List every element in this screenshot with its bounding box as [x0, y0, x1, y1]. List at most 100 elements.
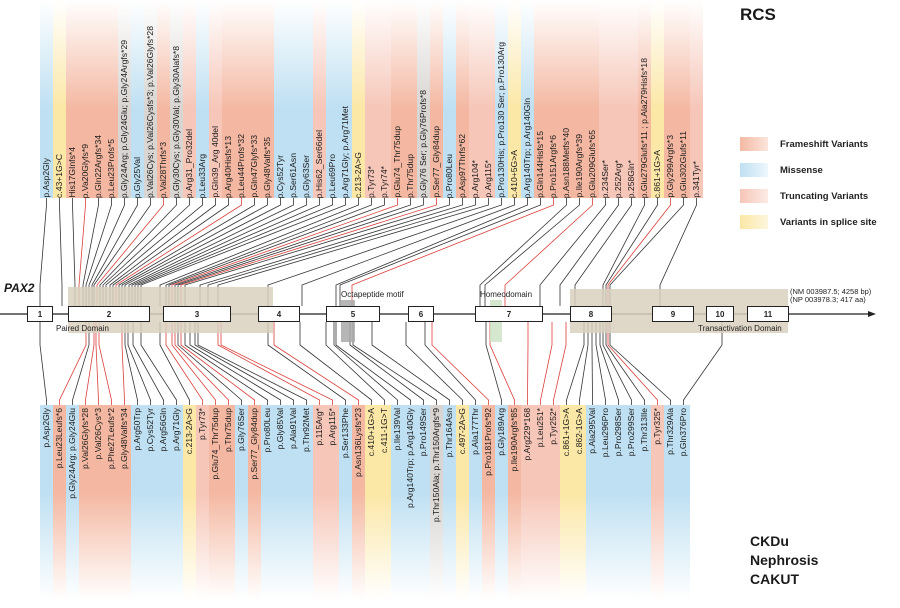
bottom-variant-column: p.Ala177Thr	[469, 405, 482, 600]
rcs-variant-column: p.Pro130His; p.Pro130 Ser; p.Pro130Arg	[495, 0, 508, 198]
exon-2: 2	[68, 306, 150, 322]
rcs-variant-column: p.Leu23Profs*5	[105, 0, 118, 198]
rcs-variant-column: c.861+1G>A	[651, 0, 664, 198]
exon-4: 4	[258, 306, 300, 322]
bottom-variant-column: p.Arg71Gly	[170, 405, 183, 600]
bottom-variant-column: p.Thr75dup	[222, 405, 235, 600]
cohort-ckdu: CKDu	[750, 533, 789, 549]
rcs-variant-column: p.Glu74_Thr75dup	[391, 0, 404, 198]
rcs-variant-column: p.258Gln*	[625, 0, 638, 198]
domain-label: Transactivation Domain	[698, 324, 782, 333]
bottom-variant-column: p.Arg115*	[326, 405, 339, 600]
legend-swatch-missense	[740, 163, 768, 177]
exon-5: 5	[326, 306, 380, 322]
rcs-variant-column: p.Glu209Glufs*65	[586, 0, 599, 198]
rcs-variant-column: c.213-2A>G	[352, 0, 365, 198]
rcs-variant-column: p.Asn188Metfs*40	[560, 0, 573, 198]
rcs-variant-column: p.Val28Thrfs*3	[157, 0, 170, 198]
rcs-variant-column: His17GInfs*4	[66, 0, 79, 198]
domain-label: Octapeptide motif	[341, 290, 404, 299]
bottom-cohort-titles: CKDu Nephrosis CAKUT	[750, 532, 818, 589]
rcs-variant-column: p.Gly30Cys; p.Gly30Val; p.Gly30Alafs*8	[170, 0, 183, 198]
bottom-variant-column: p.Ile139Val	[391, 405, 404, 600]
legend-label: Frameshift Variants	[780, 138, 869, 150]
rcs-variant-column: p.Asp2Gly	[40, 0, 53, 198]
exon-3: 3	[163, 306, 231, 322]
rcs-variant-column: p.252Arg*	[612, 0, 625, 198]
bottom-variant-column: p.115Arg*	[313, 405, 326, 600]
bottom-variant-column: c.410+1G>A	[365, 405, 378, 600]
bottom-variant-column: p.Arg56Gln	[157, 405, 170, 600]
bottom-variant-column: p.Val26Glyfs*28	[79, 405, 92, 600]
rcs-variant-column: p.His62_Ser66del	[313, 0, 326, 198]
rcs-variant-column: p.Gly48Valfs*35	[261, 0, 274, 198]
rcs-variant-column: p.Cys52Tyr	[274, 0, 287, 198]
bottom-variant-column: p.Val26Cys*3	[92, 405, 105, 600]
legend-label: Truncating Variants	[780, 190, 869, 202]
bottom-variant-column: p.Gly48Valfs*34	[118, 405, 131, 600]
legend-swatch-truncating	[740, 189, 768, 203]
bottom-variant-column: p.Phe27Leufs*2	[105, 405, 118, 600]
rcs-variant-column: p.Ile190Argfs*39	[573, 0, 586, 198]
bottom-variant-column: p.Pro181Profs*92	[482, 405, 495, 600]
bottom-variant-column: p.Gly24Arg; p.Gly24Glu	[66, 405, 79, 600]
bottom-variant-column: p.Ser133Phe	[339, 405, 352, 600]
rcs-variant-column: p.Gly24Arg; p.Gly24Glu; p.Gly24Argfs*29	[118, 0, 131, 198]
rcs-variant-column: p.341Tyr*	[690, 0, 703, 198]
bottom-variant-column: p.Thr313Ile	[638, 405, 651, 600]
rcs-variant-column: p.Val26Cys; p.Val26Cysfs*3; p.Val26Glyfs…	[144, 0, 157, 198]
rcs-variant-column: p.Arg104*	[469, 0, 482, 198]
legend-splice: Variants in splice site	[740, 215, 877, 229]
exon-8: 8	[570, 306, 612, 322]
gene-name: PAX2	[4, 281, 35, 295]
rcs-variant-column: p.Gln144Hisfs*15	[534, 0, 547, 198]
rcs-variant-column: p.Pro80Leu	[443, 0, 456, 198]
legend-label: Missense	[780, 164, 823, 176]
bottom-variant-column: p.Glu74_Thr75dup	[209, 405, 222, 600]
domain-label: Paired Domain	[56, 324, 109, 333]
bottom-variant-column: p.Pro149Ser	[417, 405, 430, 600]
bottom-variant-column: p.Ser77_Gly84dup	[248, 405, 261, 600]
rcs-variant-column: p.Thr75dup	[404, 0, 417, 198]
exon-11: 11	[747, 306, 789, 322]
rcs-variant-column: c.410+5G>A	[508, 0, 521, 198]
bottom-variant-column: p.Pro298Ser	[612, 405, 625, 600]
rcs-variant-column: p.Leu44Profs*32	[235, 0, 248, 198]
bottom-variant-column: p.Pro80Leu	[261, 405, 274, 600]
exon-1: 1	[27, 306, 53, 322]
rcs-variant-column: p.Ser77_Gly84dup	[430, 0, 443, 198]
rcs-variant-column: p.Leu69Pro	[326, 0, 339, 198]
bottom-variant-column: p.Tyr73*	[196, 405, 209, 600]
bottom-variant-column: p.Leu296Pro	[599, 405, 612, 600]
rcs-variant-column: p.Pro151Argfs*6	[547, 0, 560, 198]
cohort-cakut: CAKUT	[750, 571, 799, 587]
bottom-variant-column: p.Thr164Asn	[443, 405, 456, 600]
rcs-variant-column: p.Gly25Val	[131, 0, 144, 198]
exon-6: 6	[408, 306, 434, 322]
rcs-variant-column: p.Asp97Thrfs*62	[456, 0, 469, 198]
bottom-variant-column: p.Thr92Met	[300, 405, 313, 600]
bottom-variant-column: p.Tyr252*	[547, 405, 560, 600]
bottom-variant-column: p.Leu251*	[534, 405, 547, 600]
rcs-variant-column: p.Gln39_Arg 40del	[209, 0, 222, 198]
rcs-variant-column: p.Gly63Ser	[300, 0, 313, 198]
bottom-variant-column: c.497-2A>G	[456, 405, 469, 600]
rcs-variant-column: p.Tyr73*	[365, 0, 378, 198]
exon-7: 7	[475, 306, 543, 322]
rcs-title: RCS	[740, 5, 776, 24]
rcs-variant-column: p.Gln47Glyfs*33	[248, 0, 261, 198]
rcs-variant-column: p.Gly76 Ser; p.Gly76Profs*8	[417, 0, 430, 198]
legend-truncating: Truncating Variants	[740, 189, 868, 203]
rcs-variant-column: p.Arg140Trp; p.Arg140Gln	[521, 0, 534, 198]
bottom-variant-column: p.Ala91Val	[287, 405, 300, 600]
legend-swatch-frameshift	[740, 137, 768, 151]
bottom-variant-column: p.Cys52Tyr	[144, 405, 157, 600]
rcs-variant-column: p.Glu279Glufs*11 ; p.Ala279Hisfs*18	[638, 0, 651, 198]
bottom-variant-column: p.Pro299Ser	[625, 405, 638, 600]
bottom-variant-column: c.861+1G>A	[560, 405, 573, 600]
rcs-variant-column: c.43+1G>C	[53, 0, 66, 198]
rcs-variant-column: p.Gln22Argfs*34	[92, 0, 105, 198]
bottom-variant-column: p.Gly85Val	[274, 405, 287, 600]
bottom-variant-column: p.Leu23Leufs*6	[53, 405, 66, 600]
